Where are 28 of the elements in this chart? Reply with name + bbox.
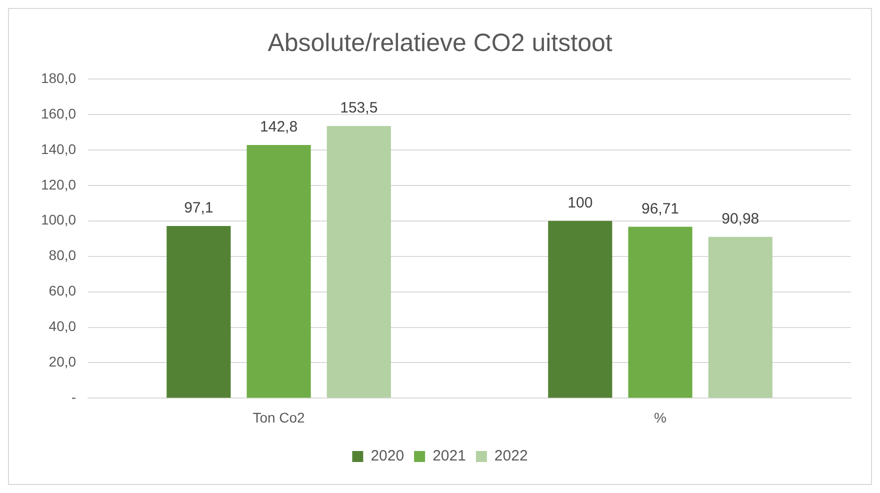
y-tick-label: 180,0	[40, 70, 76, 86]
data-label: 90,98	[722, 210, 760, 228]
bar	[548, 220, 612, 398]
x-tick-label: %	[654, 409, 666, 426]
bar	[246, 144, 311, 398]
y-tick-label: 100,0	[40, 212, 76, 228]
bar	[326, 126, 391, 398]
y-tick-label: 60,0	[48, 282, 76, 299]
y-tick-label: 140,0	[40, 140, 76, 157]
y-tick-label: 120,0	[40, 176, 76, 192]
legend-label: 2021	[432, 448, 466, 465]
y-tick-label: 80,0	[48, 247, 76, 264]
data-label: 96,71	[641, 200, 680, 218]
data-label: 97,1	[184, 200, 214, 217]
bar	[628, 226, 692, 398]
y-tick-label: -	[71, 389, 76, 406]
data-label: 142,8	[260, 118, 298, 136]
data-label: 100	[568, 194, 593, 212]
y-tick-label: 20,0	[48, 354, 76, 370]
y-tick-label: 160,0	[40, 105, 76, 122]
legend-label: 2020	[370, 448, 404, 465]
data-label: 153,5	[340, 100, 378, 117]
legend-label: 2022	[494, 448, 528, 465]
x-tick-label: Ton Co2	[252, 409, 306, 426]
y-tick-label: 40,0	[48, 318, 76, 334]
bar	[166, 226, 231, 398]
bar	[708, 236, 772, 398]
chart-title: Absolute/relatieve CO2 uitstoot	[268, 28, 612, 57]
